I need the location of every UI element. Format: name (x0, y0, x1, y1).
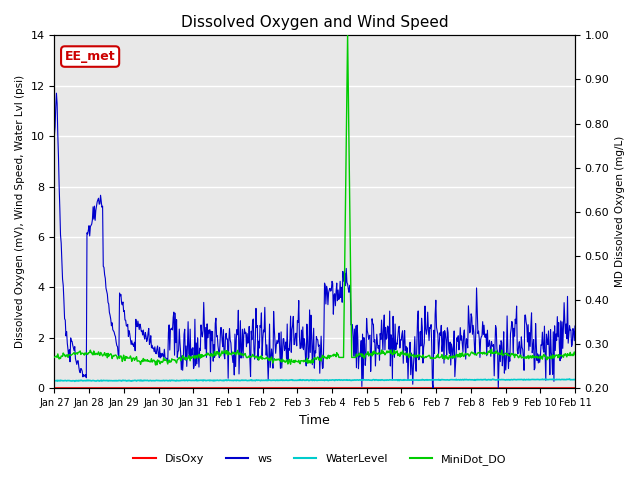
Legend: DisOxy, ws, WaterLevel, MiniDot_DO: DisOxy, ws, WaterLevel, MiniDot_DO (129, 450, 511, 469)
Title: Dissolved Oxygen and Wind Speed: Dissolved Oxygen and Wind Speed (181, 15, 449, 30)
Y-axis label: Dissolved Oxygen (mV), Wind Speed, Water Lvl (psi): Dissolved Oxygen (mV), Wind Speed, Water… (15, 75, 25, 348)
X-axis label: Time: Time (300, 414, 330, 427)
Y-axis label: MD Dissolved Oxygen (mg/L): MD Dissolved Oxygen (mg/L) (615, 136, 625, 288)
Text: EE_met: EE_met (65, 50, 115, 63)
